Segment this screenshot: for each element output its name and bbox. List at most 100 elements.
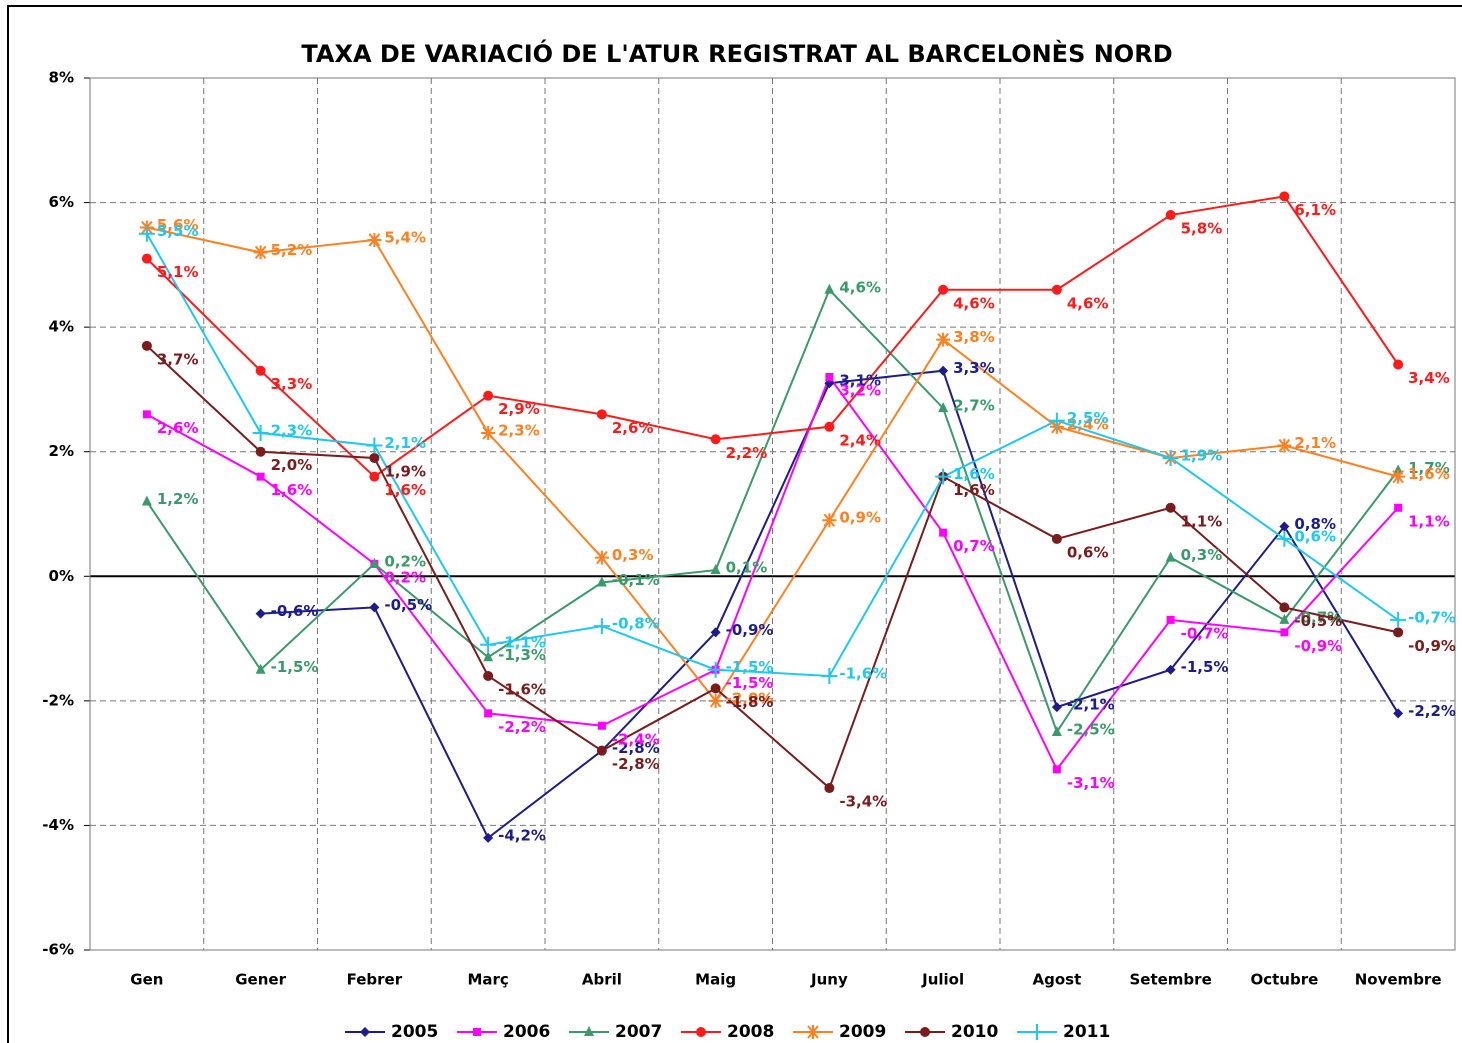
data-label: 5,4% bbox=[384, 228, 426, 246]
x-tick-label: Novembre bbox=[1355, 971, 1442, 989]
series-line bbox=[146, 195, 1399, 478]
marker bbox=[707, 661, 724, 678]
marker bbox=[1279, 613, 1290, 624]
x-tick-label: Agost bbox=[1033, 971, 1082, 989]
marker bbox=[935, 468, 952, 485]
data-label: 3,7% bbox=[157, 350, 199, 368]
data-label: -3,4% bbox=[839, 793, 887, 811]
y-tick-label: 0% bbox=[49, 567, 74, 585]
data-label: 0,3% bbox=[1181, 546, 1223, 564]
marker bbox=[710, 434, 721, 445]
data-label: 1,2% bbox=[157, 490, 199, 508]
marker bbox=[253, 245, 268, 260]
marker bbox=[369, 471, 380, 482]
series-line bbox=[146, 345, 1399, 790]
data-label: 5,2% bbox=[271, 241, 313, 259]
data-label: 3,3% bbox=[271, 375, 313, 393]
marker bbox=[1276, 530, 1293, 547]
marker bbox=[938, 365, 949, 376]
x-tick-label: Abril bbox=[582, 971, 622, 989]
data-label: -0,5% bbox=[1294, 612, 1342, 630]
series-line bbox=[146, 374, 1399, 772]
data-label: -0,9% bbox=[726, 621, 774, 639]
legend-label: 2005 bbox=[391, 1022, 438, 1042]
data-label: -0,7% bbox=[1181, 624, 1229, 642]
data-label: -2,2% bbox=[1408, 702, 1456, 720]
marker bbox=[1165, 210, 1176, 221]
data-label: 0,9% bbox=[839, 509, 881, 527]
marker bbox=[1280, 628, 1289, 637]
y-tick-label: 4% bbox=[49, 318, 74, 336]
marker bbox=[138, 225, 155, 242]
data-label: 2,7% bbox=[953, 397, 995, 415]
marker bbox=[825, 372, 834, 381]
marker bbox=[1165, 664, 1176, 675]
data-label: -2,5% bbox=[1067, 721, 1115, 739]
data-label: 3,3% bbox=[953, 359, 995, 377]
marker bbox=[473, 1028, 481, 1036]
marker bbox=[708, 693, 723, 708]
y-tick-label: -6% bbox=[42, 941, 74, 959]
data-label: 1,9% bbox=[384, 462, 426, 480]
chart-title: TAXA DE VARIACIÓ DE L'ATUR REGISTRAT AL … bbox=[301, 38, 1172, 68]
data-label: -1,6% bbox=[498, 680, 546, 698]
data-label: 2,1% bbox=[1294, 434, 1336, 452]
x-tick-label: Gener bbox=[235, 971, 286, 989]
data-label: 2,1% bbox=[384, 434, 426, 452]
marker bbox=[255, 608, 266, 619]
x-tick-label: Maig bbox=[695, 971, 736, 989]
data-label: -2,0% bbox=[726, 689, 774, 707]
x-tick-label: Març bbox=[467, 971, 508, 989]
marker bbox=[141, 495, 152, 506]
legend-label: 2007 bbox=[615, 1022, 662, 1042]
y-tick-label: 2% bbox=[49, 442, 74, 460]
x-tick-label: Febrer bbox=[347, 971, 403, 989]
marker bbox=[483, 651, 494, 662]
data-label: 1,7% bbox=[1408, 459, 1450, 477]
marker bbox=[369, 452, 380, 463]
marker bbox=[484, 709, 493, 718]
marker bbox=[141, 340, 152, 351]
marker bbox=[938, 402, 949, 413]
data-label: 5,1% bbox=[157, 263, 199, 281]
marker bbox=[255, 365, 266, 376]
data-label: 1,6% bbox=[384, 481, 426, 499]
x-tick-label: Juny bbox=[810, 971, 848, 989]
data-label: -2,4% bbox=[612, 730, 660, 748]
data-label: 2,6% bbox=[612, 419, 654, 437]
marker bbox=[256, 472, 265, 481]
marker bbox=[1029, 1024, 1045, 1040]
marker bbox=[1051, 726, 1062, 736]
marker bbox=[1048, 412, 1065, 429]
marker bbox=[255, 663, 266, 674]
marker bbox=[255, 446, 266, 457]
series-line bbox=[146, 287, 1399, 735]
y-tick-label: -2% bbox=[42, 691, 74, 709]
marker bbox=[936, 332, 951, 347]
data-label: 1,9% bbox=[1181, 446, 1223, 464]
data-label: -0,9% bbox=[1408, 637, 1456, 655]
legend-label: 2011 bbox=[1063, 1022, 1110, 1042]
marker bbox=[1052, 765, 1061, 774]
data-label: 4,6% bbox=[839, 278, 881, 296]
frame bbox=[7, 5, 1462, 1043]
data-label: -1,8% bbox=[726, 693, 774, 711]
data-label: 3,8% bbox=[953, 328, 995, 346]
data-label: -1,5% bbox=[726, 658, 774, 676]
x-tick-label: Juliol bbox=[921, 971, 964, 989]
data-label: -2,8% bbox=[612, 755, 660, 773]
marker bbox=[1051, 284, 1062, 295]
data-label: -0,8% bbox=[612, 615, 660, 633]
legend-label: 2009 bbox=[839, 1022, 886, 1042]
legend-label: 2006 bbox=[503, 1022, 550, 1042]
data-label: 2,4% bbox=[839, 431, 881, 449]
plot-area bbox=[89, 77, 1456, 951]
data-label: -1,1% bbox=[498, 633, 546, 651]
marker bbox=[1277, 438, 1292, 453]
marker bbox=[920, 1027, 930, 1037]
data-label: 0,6% bbox=[1067, 543, 1109, 561]
marker bbox=[584, 1026, 594, 1036]
marker bbox=[824, 421, 835, 432]
marker bbox=[369, 557, 380, 568]
marker bbox=[1390, 611, 1407, 628]
